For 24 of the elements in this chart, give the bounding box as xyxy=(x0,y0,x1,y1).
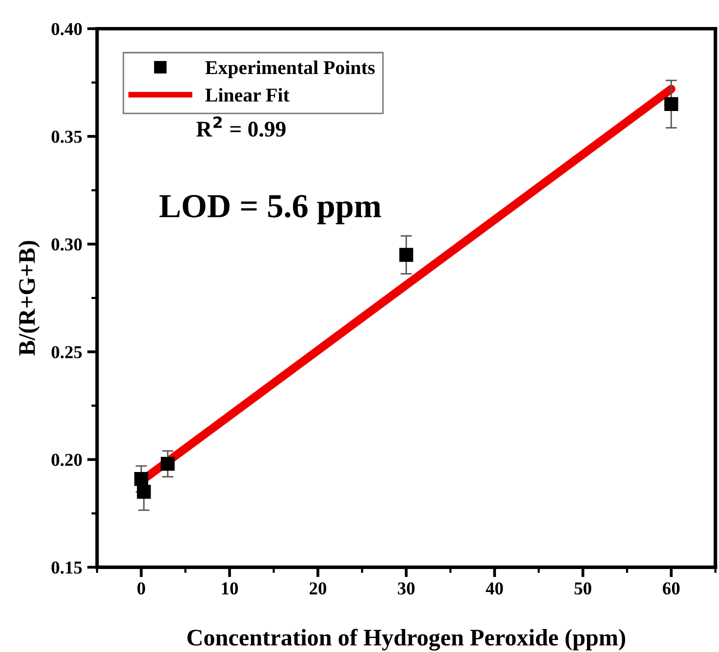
point xyxy=(664,97,678,112)
y-tick-label: 0.15 xyxy=(52,561,82,574)
x-tick-label: 50 xyxy=(574,582,592,595)
x-tick-label: 20 xyxy=(310,582,326,595)
x-tick-label: 30 xyxy=(398,582,415,595)
x-axis-title: Concentration of Hydrogen Peroxide (ppm) xyxy=(187,628,626,651)
x-tick-label: 10 xyxy=(222,582,238,595)
point xyxy=(399,248,414,262)
point xyxy=(134,472,148,486)
legend-label: Linear Fit xyxy=(205,88,290,102)
x-tick-label: 60 xyxy=(662,582,680,595)
annotation: LOD = 5.6 ppm xyxy=(159,195,382,224)
y-tick-label: 0.35 xyxy=(52,130,82,143)
point xyxy=(136,484,151,499)
y-tick-label: 0.30 xyxy=(52,238,82,251)
annotation: R$^{2}$ = 0.99 xyxy=(196,116,286,137)
y-axis-title: B/(R+G+B) xyxy=(18,240,40,356)
x-tick-label: 40 xyxy=(486,582,503,595)
x-tick-label: 0 xyxy=(137,582,146,595)
y-tick-label: 0.25 xyxy=(52,346,82,358)
y-tick-label: 0.40 xyxy=(52,22,82,36)
y-tick-label: 0.20 xyxy=(52,454,82,466)
point xyxy=(160,456,175,471)
legend-label: Experimental Points xyxy=(205,60,375,78)
